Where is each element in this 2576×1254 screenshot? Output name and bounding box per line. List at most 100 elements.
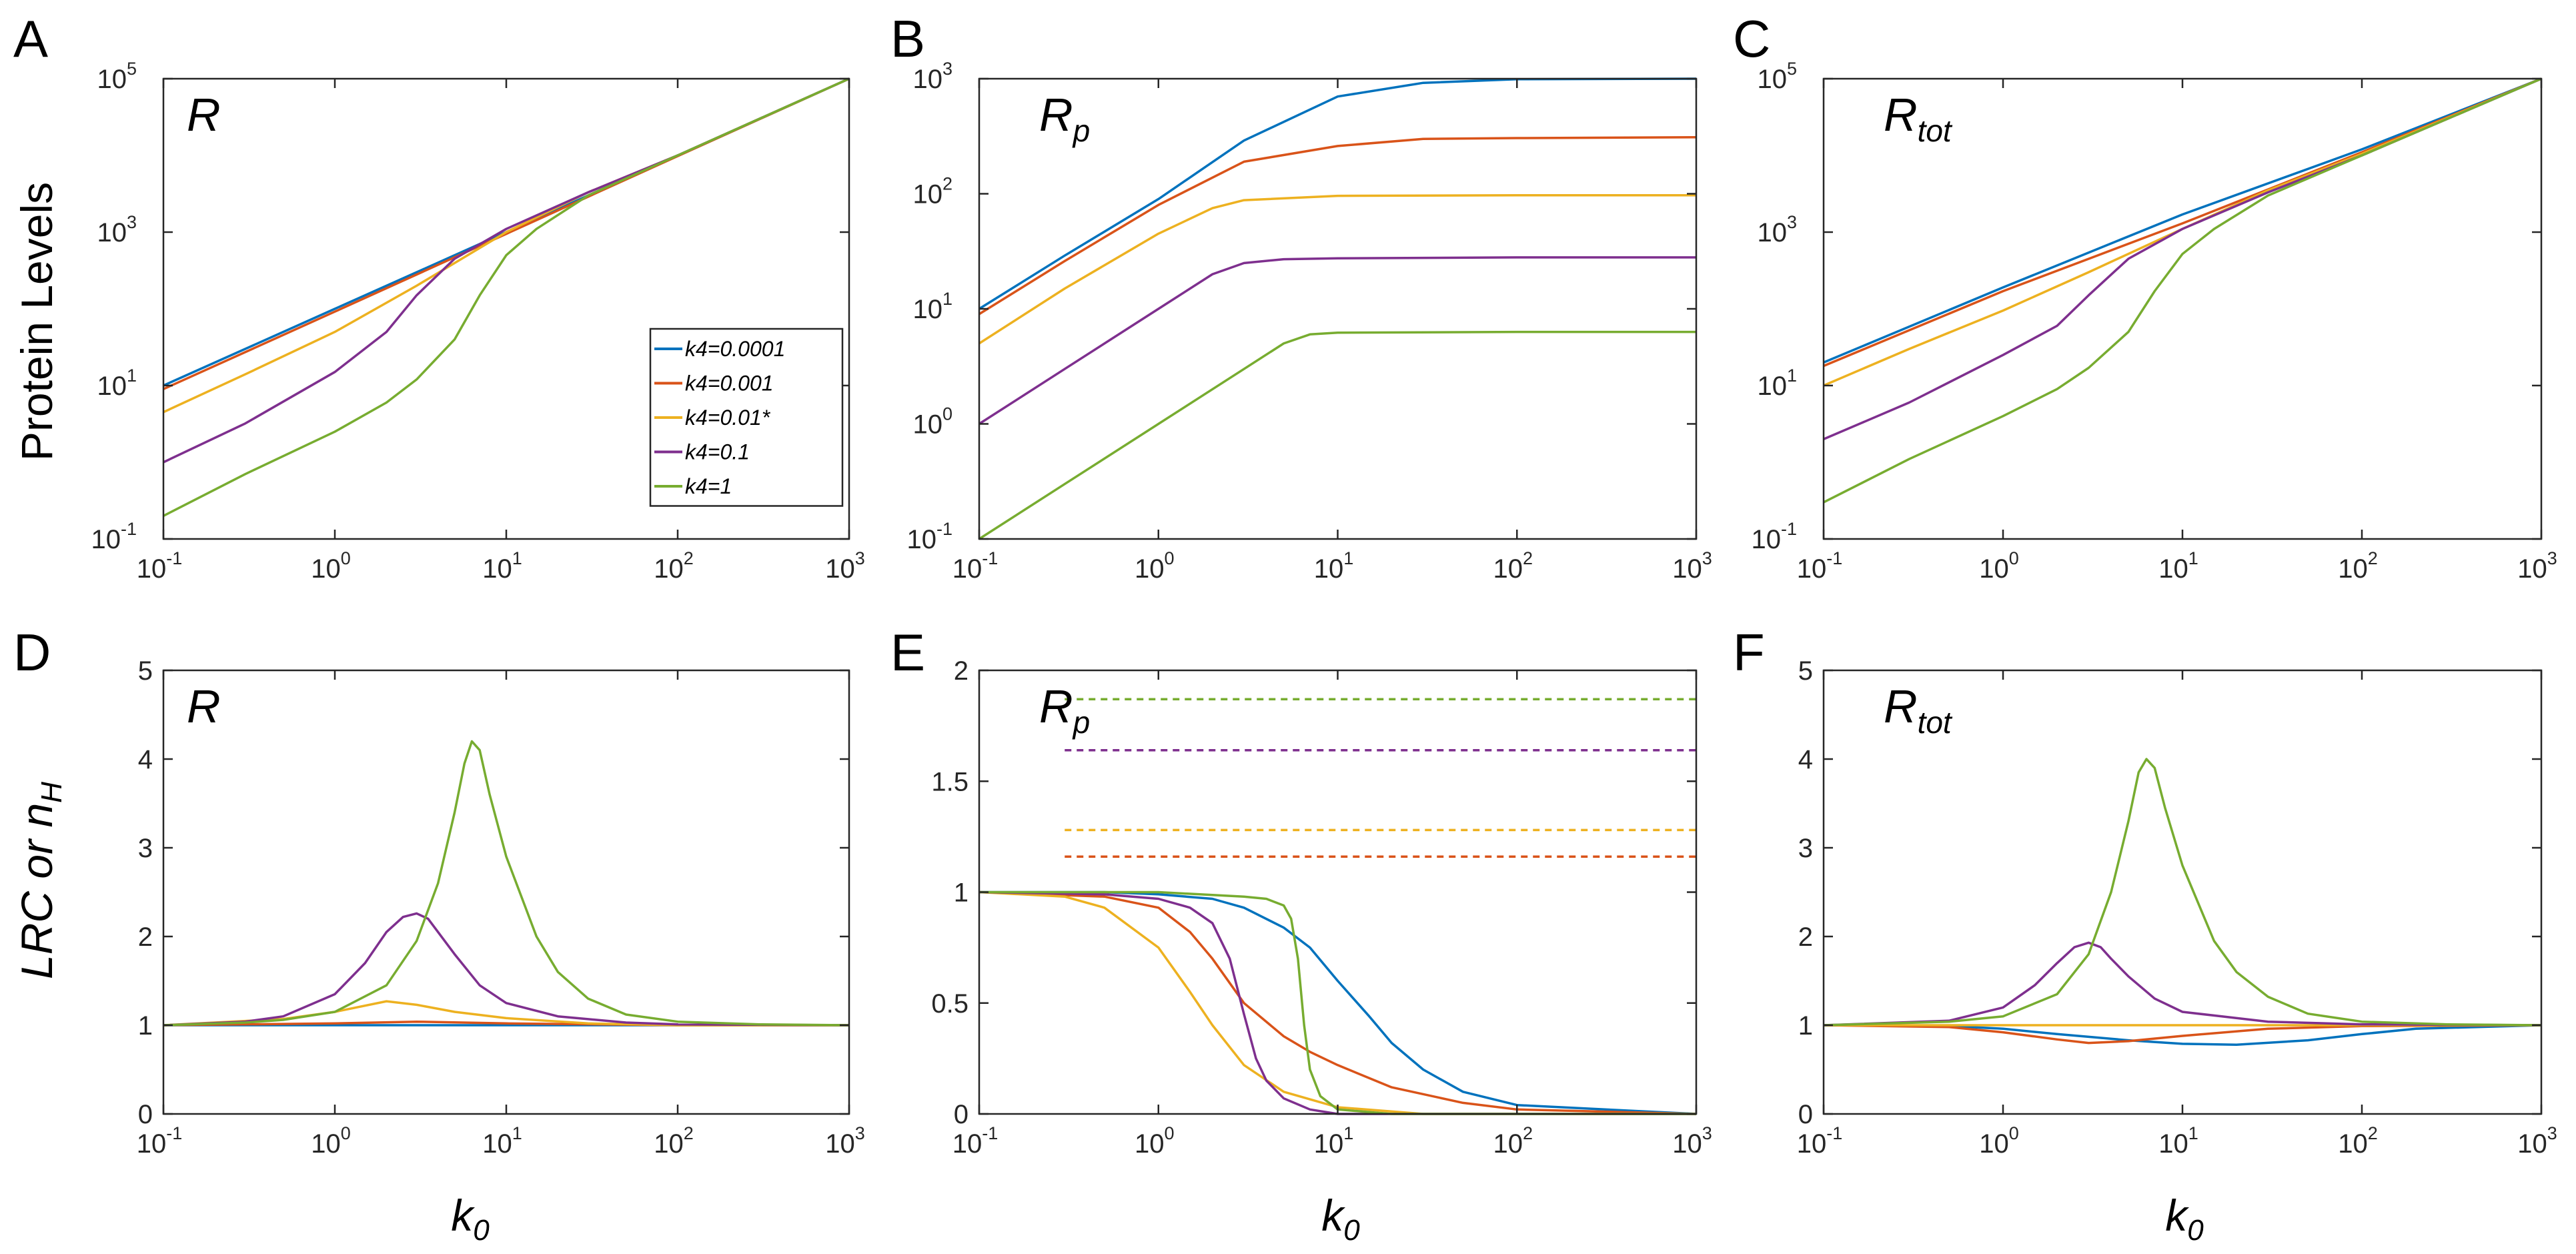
y-tick-label: 105	[97, 59, 137, 94]
x-axis-label-f: k0	[2165, 1191, 2204, 1247]
x-tick-label: 103	[2517, 548, 2557, 584]
panel-quantity-label: R	[187, 89, 221, 141]
y-tick-label: 103	[912, 59, 952, 94]
series-k4-0-0001-line	[1823, 1024, 2542, 1047]
y-tick-label: 0	[954, 1100, 969, 1129]
panel-quantity-label: Rp	[1039, 680, 1090, 740]
y-tick-label: 1	[1798, 1011, 1813, 1041]
series-k4-1-line	[163, 77, 850, 517]
series-k4-0-1-line	[163, 912, 850, 1027]
series-k4-0-01star-line	[979, 194, 1696, 345]
y-tick-label: 0	[1798, 1100, 1813, 1129]
series-k4-0-0001-line	[979, 890, 1697, 1115]
y-tick-label: 10-1	[91, 519, 137, 554]
panel-quantity-label: Rtot	[1884, 89, 1953, 148]
panel-quantity-label: R	[187, 680, 221, 732]
legend-label-k4-0-001: k4=0.001	[685, 372, 774, 396]
series-k4-0-01star-line	[1823, 77, 2542, 387]
x-tick-label: 100	[1135, 548, 1175, 584]
x-tick-label: 100	[1979, 1123, 2019, 1159]
series-k4-0-1-line	[979, 256, 1696, 425]
y-tick-label: 4	[1798, 745, 1813, 774]
y-tick-label: 105	[1757, 59, 1797, 94]
series-k4-0-001-line	[979, 135, 1697, 316]
x-tick-label: 101	[1314, 548, 1354, 584]
x-tick-label: 102	[1493, 1123, 1533, 1159]
y-tick-label: 1.5	[931, 767, 969, 796]
series-k4-1-line	[979, 890, 1696, 1115]
x-tick-label: 102	[1493, 548, 1533, 584]
panel-letter-e: E	[890, 623, 925, 682]
panel-letter-a: A	[13, 9, 48, 68]
series-k4-0-1-line	[1823, 77, 2542, 441]
panel-letter-f: F	[1733, 623, 1765, 682]
y-tick-label: 103	[1757, 212, 1797, 247]
legend-label-k4-0-01star: k4=0.01*	[685, 406, 771, 430]
x-tick-label: 100	[1135, 1123, 1175, 1159]
y-tick-label: 10-1	[1751, 519, 1797, 554]
series-k4-0-0001-line	[979, 77, 1697, 310]
y-tick-label: 2	[1798, 922, 1813, 952]
y-tick-label: 3	[1798, 834, 1813, 863]
y-tick-label: 0.5	[931, 989, 969, 1019]
x-tick-label: 101	[482, 1123, 522, 1159]
x-tick-label: 10-1	[1797, 548, 1843, 584]
y-tick-label: 2	[138, 922, 153, 952]
y-tick-label: 101	[97, 366, 137, 401]
series-k4-0-1-line	[1823, 941, 2542, 1027]
y-tick-label: 5	[1798, 656, 1813, 686]
legend: k4=0.0001 k4=0.001 k4=0.01* k4=0.1 k4=1	[649, 328, 844, 507]
y-tick-label: 101	[1757, 366, 1797, 401]
x-tick-label: 103	[825, 1123, 865, 1159]
x-tick-label: 102	[654, 548, 694, 584]
x-tick-label: 10-1	[137, 548, 183, 584]
x-tick-label: 10-1	[952, 548, 999, 584]
series-k4-1-line	[1823, 758, 2542, 1027]
x-tick-label: 102	[2338, 548, 2378, 584]
x-tick-label: 100	[311, 548, 351, 584]
y-tick-label: 4	[138, 745, 153, 774]
axes-frame	[162, 669, 850, 1115]
x-tick-label: 103	[825, 548, 865, 584]
x-tick-label: 102	[2338, 1123, 2378, 1159]
x-tick-label: 100	[311, 1123, 351, 1159]
panel-a-plot: 10-1 100 101 102 10310-1101103105Rk4=0.0001k…	[91, 59, 864, 584]
y-tick-label: 2	[954, 656, 969, 686]
series-k4-1-line	[163, 740, 850, 1027]
series-k4-0-0001-line	[1823, 77, 2542, 364]
x-tick-label: 101	[2158, 1123, 2198, 1159]
x-tick-label: 103	[2517, 1123, 2557, 1159]
y-axis-label-top: Protein Levels	[12, 182, 61, 461]
y-axis-label-bottom: LRC or nH	[12, 782, 68, 979]
y-tick-label: 1	[138, 1011, 153, 1041]
y-tick-label: 101	[912, 289, 952, 324]
y-tick-label: 0	[138, 1100, 153, 1129]
panel-letter-b: B	[890, 9, 925, 68]
x-tick-label: 100	[1979, 548, 2019, 584]
series-k4-0-1-line	[163, 77, 850, 464]
legend-label-k4-1: k4=1	[685, 474, 732, 498]
x-tick-label: 102	[654, 1123, 694, 1159]
x-tick-label: 101	[1314, 1123, 1354, 1159]
y-tick-label: 3	[138, 834, 153, 863]
y-tick-label: 1	[954, 878, 969, 908]
panel-quantity-label: Rp	[1039, 89, 1090, 148]
y-tick-label: 102	[912, 174, 952, 209]
x-tick-label: 103	[1672, 1123, 1712, 1159]
panel-letter-d: D	[13, 623, 51, 682]
x-tick-label: 101	[482, 548, 522, 584]
panel-b-plot: 10-1 100 101 102 103 10-1 100 101 102 103 Rp	[906, 59, 1712, 584]
panel-c-plot: 10-1 100 101 102 103 10-1 101 103 105 Rtot	[1751, 59, 2557, 584]
panel-letter-c: C	[1733, 9, 1770, 68]
panel-quantity-label: Rtot	[1884, 680, 1953, 740]
y-tick-label: 100	[912, 404, 952, 440]
x-axis-label-d: k0	[451, 1191, 490, 1247]
series-k4-0-1-line	[979, 890, 1696, 1115]
x-axis-label-e: k0	[1321, 1191, 1360, 1247]
y-tick-label: 10-1	[906, 519, 952, 554]
series-k4-0-001-line	[979, 890, 1697, 1115]
